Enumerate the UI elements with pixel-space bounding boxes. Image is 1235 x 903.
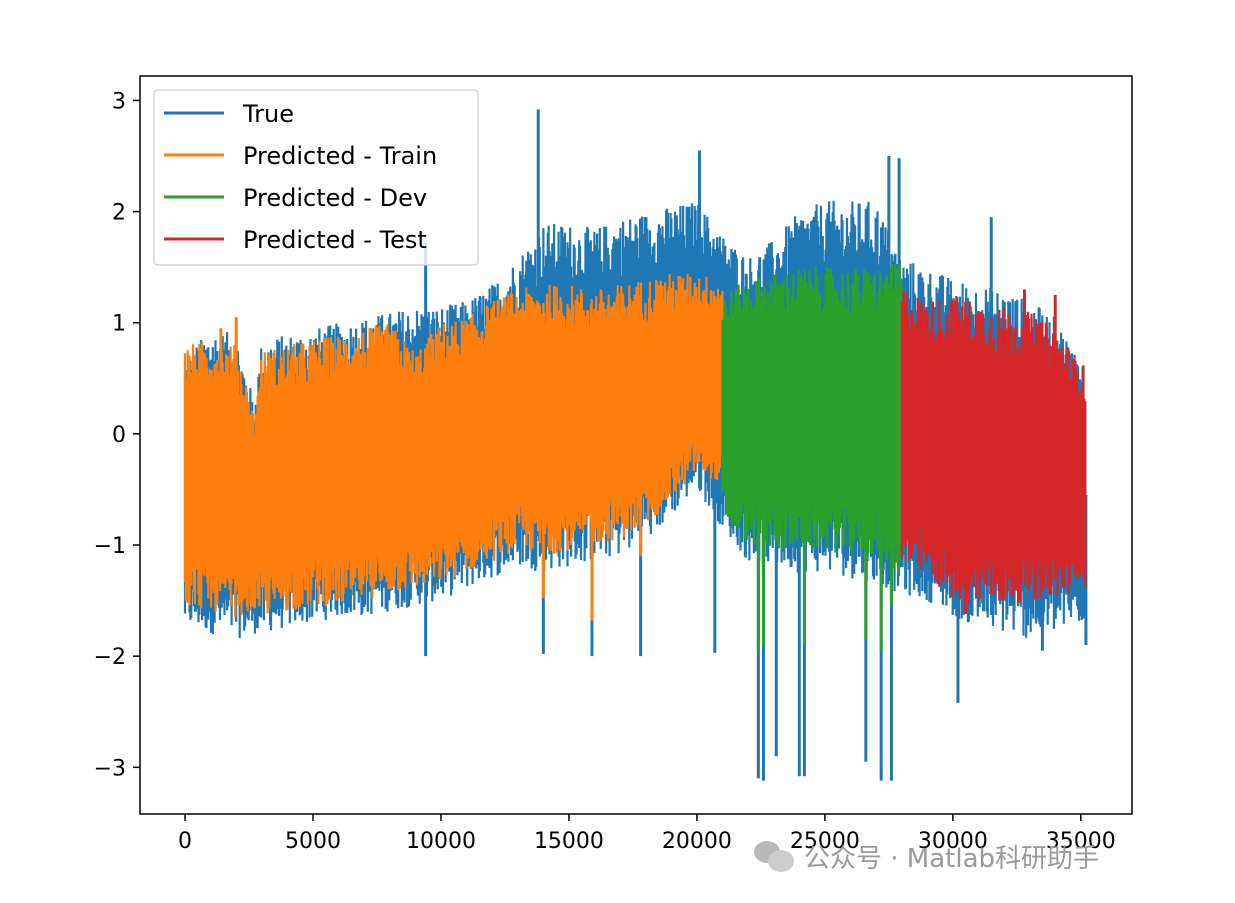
watermark-text: 公众号 · Matlab科研助手 <box>804 843 1100 874</box>
legend-box <box>153 89 479 266</box>
y-tick-label: 1 <box>112 312 126 337</box>
legend-label: Predicted - Dev <box>243 184 427 212</box>
series-predicted-train <box>183 273 724 621</box>
series-predicted-dev <box>721 263 903 651</box>
legend-label: Predicted - Test <box>243 226 427 254</box>
y-tick-label: −3 <box>94 756 126 781</box>
y-tick-label: 0 <box>112 423 126 448</box>
series-layer <box>183 109 1088 781</box>
x-tick-label: 15000 <box>534 829 604 854</box>
series-predicted-test <box>900 289 1087 614</box>
watermark: 公众号 · Matlab科研助手 <box>752 836 1099 876</box>
x-tick-label: 25000 <box>790 829 860 854</box>
x-tick-label: 0 <box>178 829 192 854</box>
wechat-icon <box>752 839 796 873</box>
axes-frame <box>139 75 1133 815</box>
y-tick-label: 2 <box>112 201 126 226</box>
x-tick-label: 5000 <box>285 829 341 854</box>
x-tick-label: 30000 <box>918 829 988 854</box>
y-tick-label: −1 <box>94 534 126 559</box>
x-tick-label: 20000 <box>662 829 732 854</box>
legend-label: Predicted - Train <box>243 142 437 170</box>
series-line <box>183 273 724 617</box>
y-tick-label: 3 <box>112 89 126 114</box>
x-tick-label: 35000 <box>1046 829 1116 854</box>
x-tick-label: 10000 <box>406 829 476 854</box>
series-line <box>900 291 1087 605</box>
legend: True Predicted - Train Predicted - Dev Pred… <box>153 89 479 266</box>
axis-ticks: 0 5000 10000 15000 20000 25000 30000 35000 −3 −2 −… <box>94 89 1116 854</box>
legend-label: True <box>242 100 294 128</box>
series-line <box>721 263 903 574</box>
y-tick-label: −2 <box>94 645 126 670</box>
